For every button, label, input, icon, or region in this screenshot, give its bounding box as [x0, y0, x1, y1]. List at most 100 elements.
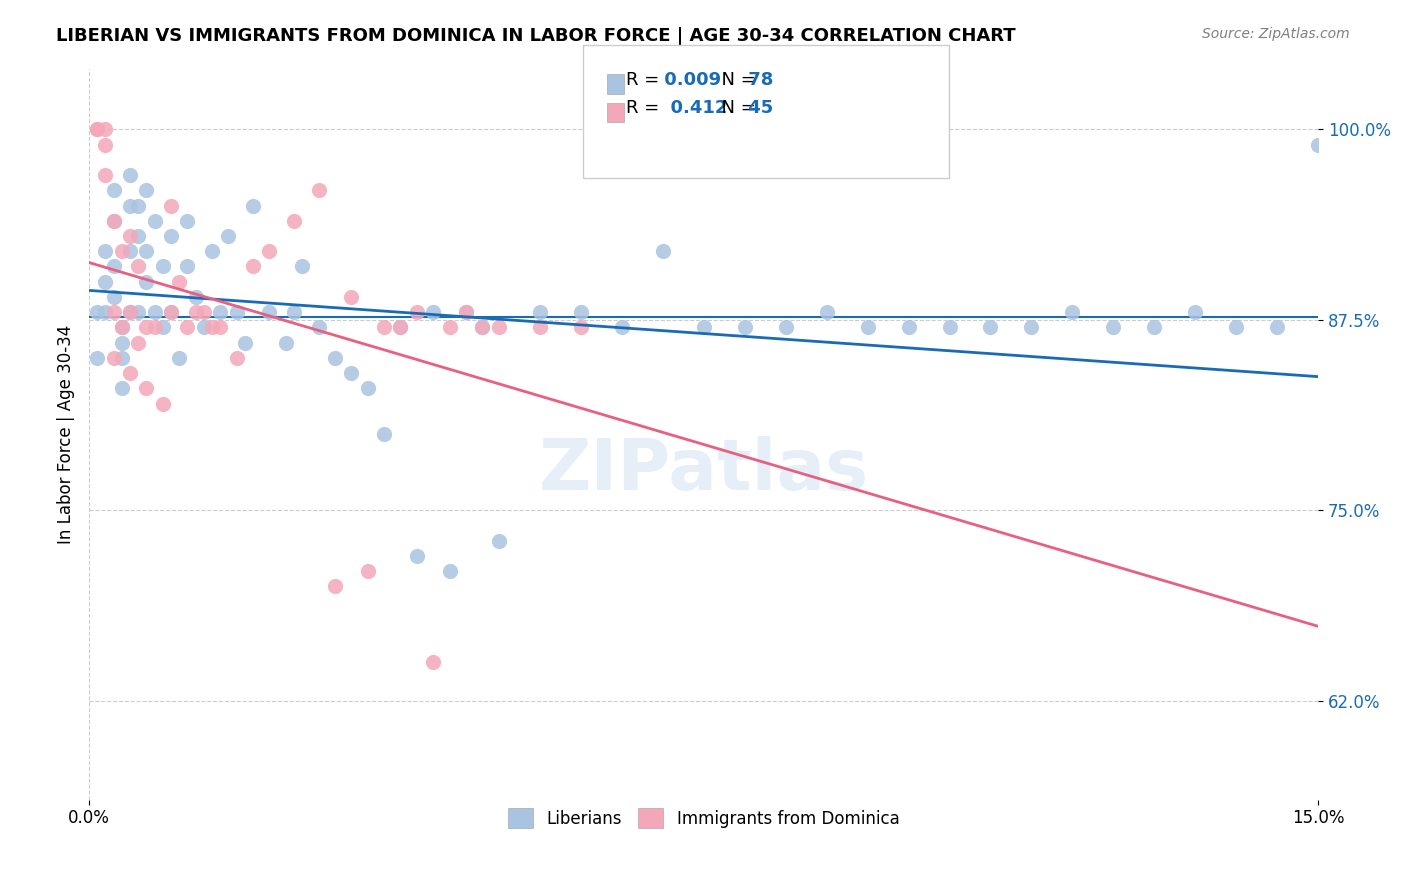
Point — [152, 320, 174, 334]
Text: N =: N = — [710, 99, 756, 117]
Point — [86, 122, 108, 136]
Point — [734, 320, 756, 334]
Point — [201, 320, 224, 334]
Point — [160, 229, 183, 244]
Point — [1265, 320, 1288, 334]
Point — [111, 244, 134, 259]
Point — [167, 351, 190, 365]
Point — [118, 198, 141, 212]
Point — [775, 320, 797, 334]
Point — [259, 244, 281, 259]
Point — [389, 320, 412, 334]
Point — [340, 290, 363, 304]
Point — [135, 381, 157, 395]
Point — [160, 305, 183, 319]
Point — [160, 305, 183, 319]
Point — [1143, 320, 1166, 334]
Point — [94, 168, 117, 182]
Point — [529, 305, 551, 319]
Point — [118, 305, 141, 319]
Point — [439, 320, 461, 334]
Point — [233, 335, 256, 350]
Point — [201, 244, 224, 259]
Text: Source: ZipAtlas.com: Source: ZipAtlas.com — [1202, 27, 1350, 41]
Point — [488, 320, 510, 334]
Point — [815, 305, 838, 319]
Text: LIBERIAN VS IMMIGRANTS FROM DOMINICA IN LABOR FORCE | AGE 30-34 CORRELATION CHAR: LIBERIAN VS IMMIGRANTS FROM DOMINICA IN … — [56, 27, 1017, 45]
Point — [651, 244, 673, 259]
Point — [897, 320, 920, 334]
Point — [127, 229, 149, 244]
Point — [86, 122, 108, 136]
Point — [111, 320, 134, 334]
Point — [439, 564, 461, 578]
Point — [938, 320, 960, 334]
Point — [118, 168, 141, 182]
Point — [454, 305, 477, 319]
Point — [373, 320, 395, 334]
Point — [111, 335, 134, 350]
Point — [94, 275, 117, 289]
Point — [184, 290, 207, 304]
Point — [103, 214, 125, 228]
Text: 0.412: 0.412 — [658, 99, 727, 117]
Point — [118, 366, 141, 380]
Point — [118, 305, 141, 319]
Point — [471, 320, 494, 334]
Point — [323, 579, 346, 593]
Point — [488, 533, 510, 548]
Point — [692, 320, 714, 334]
Point — [274, 335, 297, 350]
Point — [94, 122, 117, 136]
Point — [389, 320, 412, 334]
Text: 78: 78 — [742, 70, 773, 88]
Point — [86, 305, 108, 319]
Point — [94, 137, 117, 152]
Point — [135, 275, 157, 289]
Point — [111, 381, 134, 395]
Point — [103, 183, 125, 197]
Point — [167, 275, 190, 289]
Point — [152, 260, 174, 274]
Point — [283, 305, 305, 319]
Point — [193, 320, 215, 334]
Point — [118, 229, 141, 244]
Point — [1184, 305, 1206, 319]
Point — [259, 305, 281, 319]
Point — [308, 320, 330, 334]
Point — [283, 214, 305, 228]
Point — [405, 549, 427, 563]
Point — [160, 198, 183, 212]
Point — [135, 320, 157, 334]
Point — [405, 305, 427, 319]
Point — [103, 214, 125, 228]
Point — [118, 244, 141, 259]
Point — [242, 198, 264, 212]
Point — [127, 260, 149, 274]
Point — [1021, 320, 1043, 334]
Text: 45: 45 — [742, 99, 773, 117]
Text: R =: R = — [626, 99, 659, 117]
Point — [291, 260, 314, 274]
Point — [373, 427, 395, 442]
Point — [135, 183, 157, 197]
Point — [143, 305, 166, 319]
Point — [193, 305, 215, 319]
Point — [135, 244, 157, 259]
Point — [1389, 777, 1406, 791]
Point — [569, 320, 592, 334]
Text: N =: N = — [710, 70, 756, 88]
Point — [340, 366, 363, 380]
Point — [1102, 320, 1125, 334]
Point — [610, 320, 633, 334]
Point — [143, 320, 166, 334]
Point — [94, 305, 117, 319]
Point — [856, 320, 879, 334]
Point — [422, 656, 444, 670]
Point — [1348, 320, 1371, 334]
Point — [225, 305, 247, 319]
Point — [217, 229, 239, 244]
Point — [357, 564, 380, 578]
Point — [454, 305, 477, 319]
Point — [209, 305, 232, 319]
